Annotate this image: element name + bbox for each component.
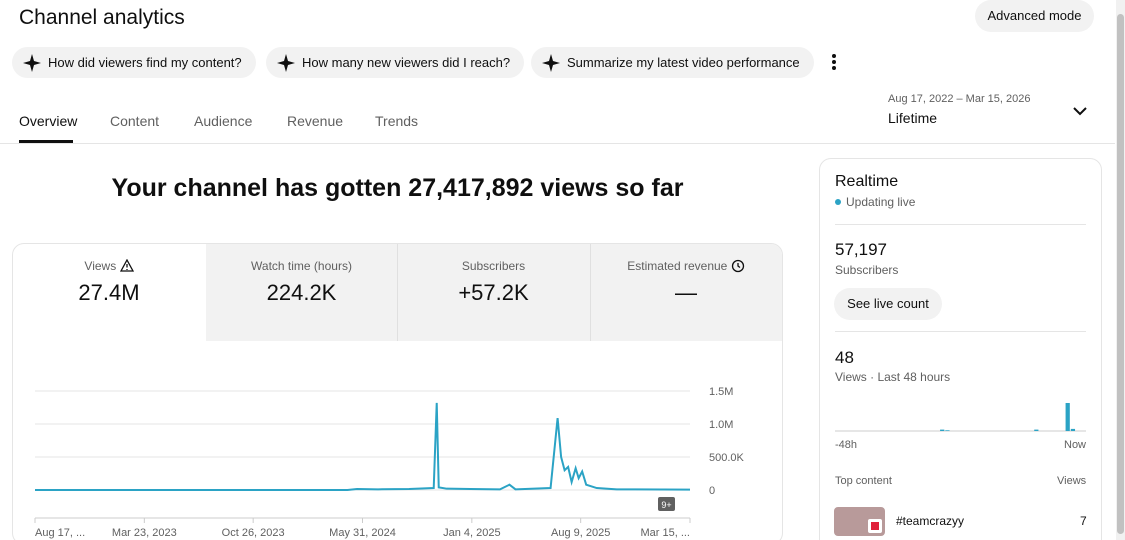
subscriber-label: Subscribers	[835, 263, 899, 277]
metric-value: 224.2K	[266, 280, 337, 305]
suggestion-text: How did viewers find my content?	[48, 55, 242, 70]
warning-icon	[119, 258, 134, 272]
date-range-label: Aug 17, 2022 – Mar 15, 2026	[888, 93, 1031, 105]
metric-tabs-bg	[206, 244, 782, 341]
suggestion-chip[interactable]: Summarize my latest video performance	[531, 47, 814, 78]
metric-label[interactable]: Views	[12, 258, 206, 273]
live-dot	[835, 199, 841, 205]
suggestion-text: How many new viewers did I reach?	[302, 55, 511, 70]
realtime-card	[819, 158, 1102, 540]
thumbnail[interactable]	[834, 507, 885, 536]
tab[interactable]: Trends	[375, 113, 419, 129]
top-content-label: Top content	[835, 475, 892, 487]
metric-label-text: Estimated revenue	[627, 259, 728, 273]
suggestion-text: Summarize my latest video performance	[567, 55, 800, 70]
realtime-status: Updating live	[835, 195, 915, 209]
tab[interactable]: Overview	[19, 113, 78, 129]
tab[interactable]: Content	[110, 113, 160, 129]
metric-label-text: Views	[84, 259, 117, 273]
metric-label[interactable]: Watch time (hours)	[251, 259, 352, 273]
tab-indicator	[19, 140, 73, 143]
views-header: Views	[1057, 475, 1087, 487]
dropdown-icon[interactable]	[1072, 105, 1088, 117]
subscriber-count: 57,197	[835, 240, 887, 259]
divider	[590, 244, 591, 341]
video-views: 7	[1080, 514, 1087, 528]
metric-label[interactable]: Estimated revenue	[590, 259, 782, 273]
tab[interactable]: Audience	[194, 113, 253, 129]
realtime-title: Realtime	[835, 173, 899, 190]
suggestion-chip[interactable]: How many new viewers did I reach?	[266, 47, 525, 78]
advanced-mode-button[interactable]: Advanced mode	[975, 0, 1094, 32]
divider	[835, 331, 1086, 332]
axis-end: Now	[1064, 439, 1087, 451]
axis-start: -48h	[835, 439, 858, 451]
metric-label[interactable]: Subscribers	[461, 259, 526, 273]
more-menu[interactable]	[829, 52, 839, 72]
divider	[397, 244, 398, 341]
divider	[835, 224, 1086, 225]
date-range-value[interactable]: Lifetime	[888, 110, 938, 126]
tab[interactable]: Revenue	[287, 113, 344, 129]
clock-icon	[731, 259, 744, 273]
views-label: Views · Last 48 hours	[835, 370, 951, 384]
page-title: Channel analytics	[19, 6, 185, 29]
metric-value: 27.4M	[78, 280, 140, 305]
status-text: Updating live	[846, 195, 916, 209]
views-count: 48	[835, 348, 854, 367]
metric-value: —	[675, 280, 697, 305]
headline: Your channel has gotten 27,417,892 views…	[111, 174, 684, 202]
scrollbar[interactable]	[1116, 0, 1125, 540]
suggestion-chip[interactable]: How did viewers find my content?	[12, 47, 256, 78]
chart-card	[12, 243, 783, 540]
video-title[interactable]: #teamcrazyy	[896, 514, 965, 528]
live-count-button[interactable]: See live count	[834, 288, 942, 320]
metric-value: +57.2K	[458, 280, 529, 305]
divider	[0, 143, 1115, 144]
